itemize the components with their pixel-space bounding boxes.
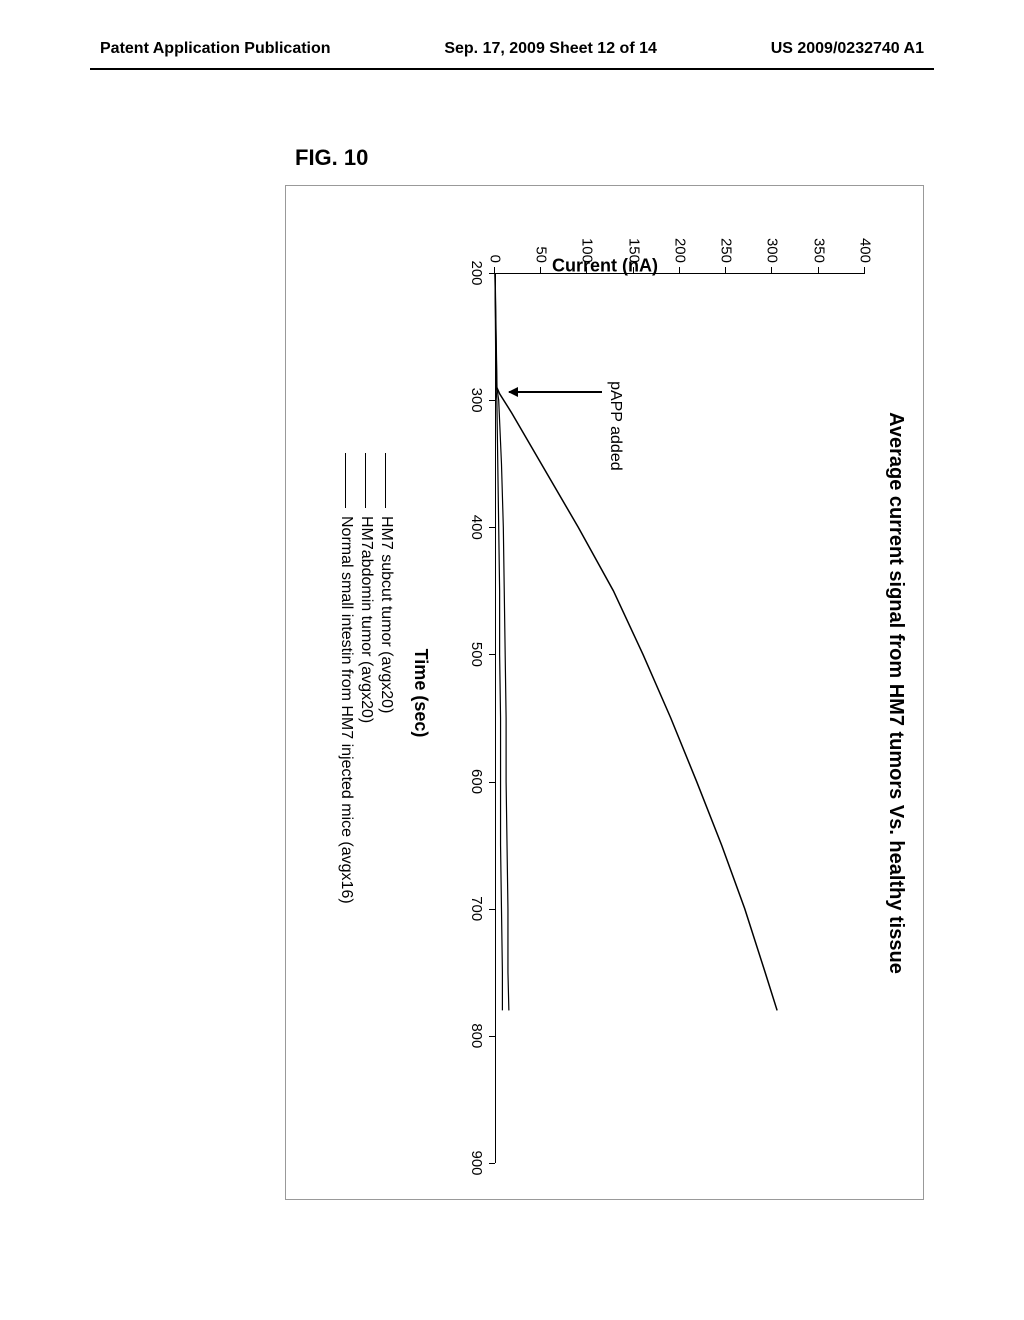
x-tick: [489, 781, 495, 782]
legend-item: Normal small intestin from HM7 injected …: [337, 453, 355, 904]
x-tick-label: 600: [468, 769, 485, 794]
x-tick-label: 900: [468, 1150, 485, 1175]
chart-title: Average current signal from HM7 tumors V…: [884, 193, 907, 1193]
x-tick: [489, 400, 495, 401]
figure-container: Average current signal from HM7 tumors V…: [285, 185, 924, 1200]
legend-line: [365, 453, 366, 508]
legend-item: HM7abdomin tumor (avgx20): [357, 453, 375, 904]
y-tick-label: 50: [532, 246, 549, 263]
x-tick-label: 700: [468, 896, 485, 921]
x-axis-label: Time (sec): [410, 648, 431, 737]
x-tick: [489, 273, 495, 274]
header-right: US 2009/0232740 A1: [771, 40, 924, 58]
y-tick: [725, 267, 726, 273]
y-tick: [540, 267, 541, 273]
y-tick-label: 250: [717, 237, 734, 262]
page-header: Patent Application Publication Sep. 17, …: [0, 40, 1024, 58]
y-tick-label: 0: [486, 254, 503, 262]
y-tick: [586, 267, 587, 273]
y-tick: [864, 267, 865, 273]
annotation-arrow: [508, 391, 602, 393]
header-center: Sep. 17, 2009 Sheet 12 of 14: [444, 40, 657, 58]
series-line: [495, 273, 502, 1010]
y-tick-label: 200: [671, 237, 688, 262]
y-tick-label: 350: [810, 237, 827, 262]
x-tick-label: 400: [468, 514, 485, 539]
x-tick-label: 200: [468, 260, 485, 285]
y-tick-label: 300: [764, 237, 781, 262]
chart-curves: [495, 273, 865, 1163]
header-divider: [90, 68, 934, 70]
y-tick: [679, 267, 680, 273]
series-line: [495, 273, 777, 1010]
chart-inner: Average current signal from HM7 tumors V…: [295, 193, 915, 1193]
legend: HM7 subcut tumor (avgx20)HM7abdomin tumo…: [335, 453, 395, 904]
legend-label: HM7 subcut tumor (avgx20): [377, 516, 395, 713]
y-tick-label: 100: [579, 237, 596, 262]
legend-label: HM7abdomin tumor (avgx20): [357, 516, 375, 723]
papp-annotation: pAPP added: [606, 381, 624, 471]
header-left: Patent Application Publication: [100, 40, 331, 58]
x-tick: [489, 654, 495, 655]
x-tick-label: 800: [468, 1023, 485, 1048]
y-tick: [632, 267, 633, 273]
x-tick: [489, 1035, 495, 1036]
legend-line: [385, 453, 386, 508]
figure-label: FIG. 10: [295, 145, 368, 171]
y-tick: [817, 267, 818, 273]
x-tick: [489, 908, 495, 909]
x-tick-label: 300: [468, 387, 485, 412]
plot-area: pAPP added 05010015020025030035040020030…: [495, 273, 865, 1163]
y-tick: [494, 267, 495, 273]
legend-line: [345, 453, 346, 508]
legend-label: Normal small intestin from HM7 injected …: [337, 516, 355, 904]
legend-item: HM7 subcut tumor (avgx20): [377, 453, 395, 904]
y-tick: [771, 267, 772, 273]
y-tick-label: 400: [856, 237, 873, 262]
y-tick-label: 150: [625, 237, 642, 262]
annotation-text: pAPP added: [607, 381, 624, 471]
x-tick: [489, 527, 495, 528]
x-tick: [489, 1163, 495, 1164]
x-tick-label: 500: [468, 641, 485, 666]
